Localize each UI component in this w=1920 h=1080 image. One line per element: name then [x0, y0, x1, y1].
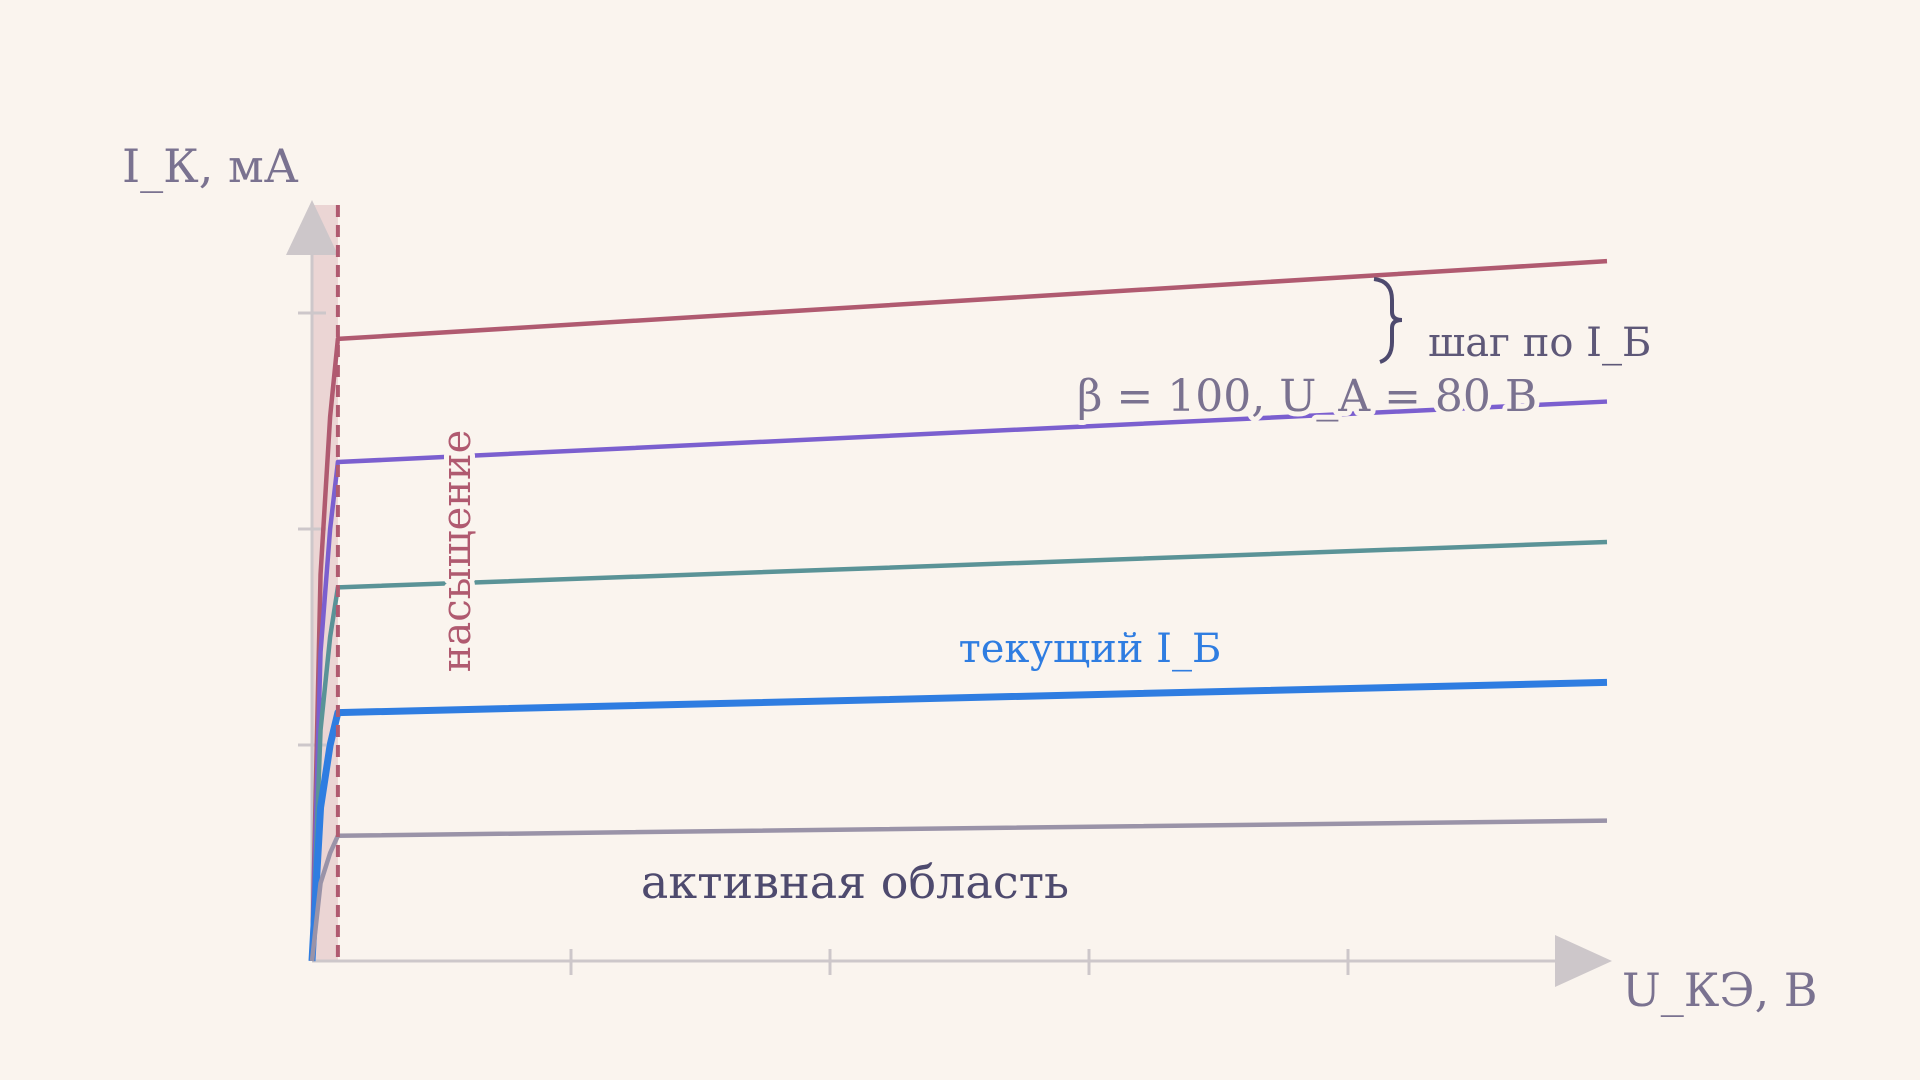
plot-area [286, 200, 1612, 987]
step-label: шаг по I_Б [1428, 320, 1651, 366]
x-axis-arrow [1555, 935, 1612, 987]
y-axis-arrow [286, 200, 338, 255]
curve [309, 818, 1608, 962]
current-label: текущий I_Б [959, 626, 1222, 672]
y-axis-label: I_К, мА [122, 139, 299, 193]
curve [308, 678, 1608, 962]
region-label: активная область [641, 855, 1069, 909]
params-label: β = 100, U_A = 80 В [1077, 371, 1537, 422]
x-axis-label: U_КЭ, В [1622, 963, 1818, 1017]
step-brace [1373, 277, 1403, 364]
saturation-label: насыщение [434, 430, 480, 673]
